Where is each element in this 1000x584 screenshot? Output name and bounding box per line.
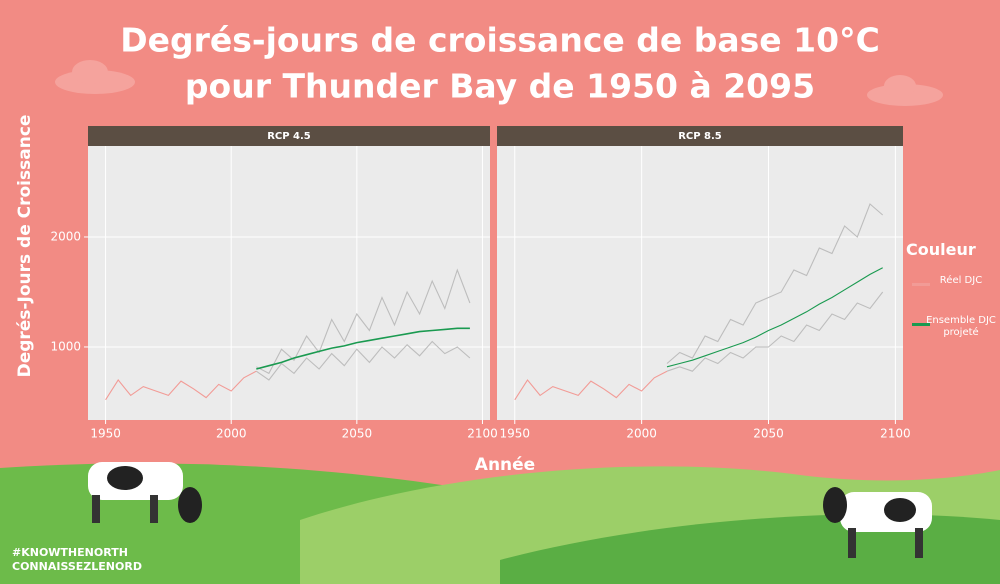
- data-line: [105, 370, 257, 401]
- x-tick-label: 1950: [499, 427, 530, 441]
- x-tick-label: 2050: [342, 427, 373, 441]
- data-line: [666, 203, 884, 364]
- strip-label: RCP 8.5: [678, 131, 722, 142]
- x-tick-label: 2050: [753, 427, 784, 441]
- x-tick-label: 2000: [626, 427, 657, 441]
- cloud: [884, 75, 916, 97]
- strip-label: RCP 4.5: [267, 131, 311, 142]
- strip: [497, 126, 903, 146]
- plot-area: [88, 146, 490, 420]
- cow: [88, 462, 202, 523]
- y-axis-title: Degrés-Jours de Croissance: [15, 115, 35, 378]
- cloud: [72, 60, 108, 84]
- x-tick-label: 2100: [467, 427, 498, 441]
- legend-item: Ensemble DJC projeté: [906, 315, 996, 355]
- title-line: Degrés-jours de croissance de base 10°C: [120, 21, 880, 60]
- title-line: pour Thunder Bay de 1950 à 2095: [185, 67, 815, 106]
- cow: [823, 487, 932, 558]
- data-line: [666, 267, 883, 368]
- data-line: [255, 340, 471, 381]
- x-axis-title: Année: [475, 455, 535, 475]
- legend-label: Réel DJC: [939, 275, 983, 286]
- brand: #KNOWTHENORTH: [12, 546, 128, 559]
- x-tick-label: 2000: [216, 427, 247, 441]
- x-tick-label: 2100: [880, 427, 911, 441]
- data-line: [514, 370, 668, 401]
- data-line: [666, 291, 884, 372]
- plot-area: [497, 146, 903, 420]
- legend-title: Couleur: [906, 240, 976, 259]
- legend-item: Réel DJC: [906, 275, 996, 315]
- x-tick-label: 1950: [90, 427, 121, 441]
- legend-swatch: [912, 283, 930, 286]
- brand: CONNAISSEZLENORD: [12, 560, 142, 573]
- strip: [88, 126, 490, 146]
- y-tick-label: 1000: [50, 339, 81, 353]
- legend-swatch: [912, 323, 930, 326]
- data-line: [256, 327, 470, 370]
- legend: Couleur Réel DJC Ensemble DJC projeté: [906, 240, 996, 355]
- legend-label: Ensemble DJC projeté: [926, 315, 996, 338]
- y-tick-label: 2000: [50, 229, 81, 243]
